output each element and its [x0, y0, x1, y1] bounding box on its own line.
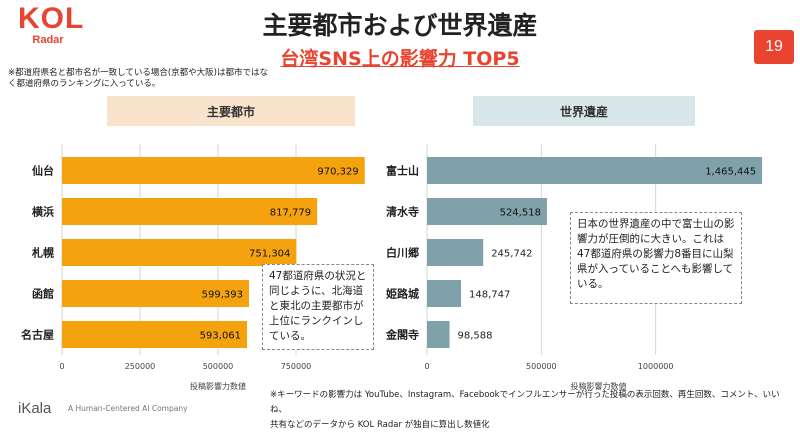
data-label: 524,518 — [500, 208, 541, 219]
category-label: 横浜 — [32, 205, 54, 219]
x-tick-label: 0 — [424, 362, 429, 371]
category-label: 仙台 — [32, 164, 54, 178]
bar — [427, 321, 450, 348]
data-label: 1,465,445 — [705, 167, 756, 178]
category-label: 函館 — [32, 287, 54, 301]
x-tick-label: 500000 — [526, 362, 557, 371]
data-label: 751,304 — [249, 249, 290, 260]
x-tick-label: 250000 — [125, 362, 156, 371]
kol-radar-logo: KOL Radar — [18, 2, 85, 47]
footer-note: ※キーワードの影響力は YouTube、Instagram、Facebookでイ… — [270, 388, 790, 433]
x-tick-label: 500000 — [203, 362, 234, 371]
footer-note-line2: 共有などのデータから KOL Radar が独自に算出し数値化 — [270, 420, 490, 430]
cities-bar-chart: 0 250000 500000 750000 投稿影響力数値 仙台 970,329 横浜 817… — [21, 144, 365, 390]
bar — [427, 280, 462, 307]
data-label: 148,747 — [469, 290, 510, 301]
bar — [62, 239, 297, 266]
bar — [62, 157, 365, 184]
data-label: 817,779 — [270, 208, 311, 219]
bar — [427, 198, 547, 225]
x-axis-label: 投稿影響力数値 — [571, 381, 627, 390]
logo-main: KOL — [18, 2, 85, 35]
cities-panel-header: 主要都市 — [107, 96, 355, 126]
x-tick-label: 0 — [59, 362, 64, 371]
category-label: 姫路城 — [386, 287, 419, 301]
bar — [427, 239, 484, 266]
heritage-callout: 日本の世界遺産の中で富士山の影響力が圧倒的に大きい。これは47都道府県の影響力8… — [570, 212, 742, 304]
data-label: 970,329 — [317, 167, 358, 178]
heritage-panel-header: 世界遺産 — [473, 96, 695, 126]
category-label: 札幌 — [31, 246, 54, 260]
x-axis-label: 投稿影響力数値 — [190, 381, 246, 390]
footer-note-line1: ※キーワードの影響力は YouTube、Instagram、Facebookでイ… — [270, 390, 780, 415]
data-label: 599,393 — [202, 290, 243, 301]
logo-sub: Radar — [32, 34, 64, 46]
data-label: 98,588 — [458, 331, 493, 342]
bar — [62, 280, 250, 307]
category-label: 清水寺 — [386, 205, 419, 219]
category-label: 金閣寺 — [385, 328, 419, 342]
page-subtitle: 台湾SNS上の影響力 TOP5 — [280, 48, 520, 70]
cities-callout: 47都道府県の状況と同じように、北海道と東北の主要都市が上位にランクインしている… — [262, 264, 374, 350]
bar — [62, 321, 248, 348]
category-label: 名古屋 — [21, 328, 54, 342]
x-tick-label: 1000000 — [638, 362, 674, 371]
ranking-note: ※都道府県名と都市名が一致している場合(京都や大阪)は都市ではなく都道府県のラン… — [8, 68, 269, 89]
data-label: 245,742 — [491, 249, 532, 260]
x-tick-label: 750000 — [281, 362, 312, 371]
ikala-tagline: A Human-Centered AI Company — [68, 404, 188, 413]
page-title: 主要都市および世界遺産 — [262, 11, 538, 40]
heritage-bar-chart: 0 500000 1000000 投稿影響力数値 富士山 1,465,445 清水寺 524,… — [385, 144, 763, 390]
category-label: 富士山 — [386, 164, 419, 178]
bar — [62, 198, 318, 225]
ikala-brand: iKala — [18, 400, 52, 417]
bar — [427, 157, 763, 184]
page-number-badge: 19 — [754, 30, 794, 64]
category-label: 白川郷 — [386, 246, 419, 260]
data-label: 593,061 — [200, 331, 241, 342]
